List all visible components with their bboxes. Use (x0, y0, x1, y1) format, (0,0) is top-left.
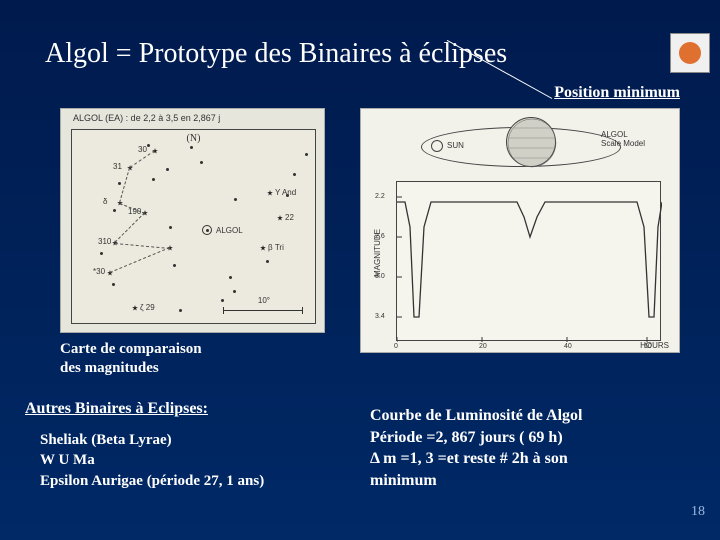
background-star (169, 226, 172, 229)
background-star (305, 153, 308, 156)
x-tick-label: 0 (394, 343, 398, 350)
companion-disk (506, 117, 556, 167)
page-number: 18 (691, 504, 705, 520)
star-label: *30 (93, 267, 105, 276)
star-marker (260, 245, 266, 251)
background-star (221, 299, 224, 302)
others-list: Sheliak (Beta Lyrae) W U Ma Epsilon Auri… (40, 430, 264, 491)
right-caption: Courbe de Luminosité de Algol Période =2… (370, 405, 680, 491)
background-star (113, 209, 116, 212)
star-label: 30 (138, 145, 147, 154)
algol-marker (202, 225, 212, 235)
slide-title: Algol = Prototype des Binaires à éclipse… (45, 38, 507, 70)
x-tick-label: 40 (564, 343, 572, 350)
x-axis-label: HOURS (640, 341, 669, 350)
algol-scale-label: ALGOL Scale Model (601, 131, 645, 149)
left-caption: Carte de comparaison des magnitudes (60, 340, 202, 378)
sun-label: SUN (447, 141, 464, 150)
background-star (200, 161, 203, 164)
y-tick-label: 2.2 (375, 193, 385, 200)
north-label: (N) (187, 133, 201, 144)
background-star (173, 264, 176, 267)
lightcurve-plot: 2.22.63.03.4 0204060 (396, 181, 661, 341)
background-star (293, 173, 296, 176)
background-star (190, 146, 193, 149)
algol-label: ALGOL (216, 226, 243, 235)
constellation-line (115, 243, 170, 249)
background-star (147, 144, 150, 147)
star-label: ζ 29 (140, 303, 155, 312)
star-label: β Tri (268, 243, 284, 252)
background-star (229, 276, 232, 279)
star-marker (267, 190, 273, 196)
scale-bar (223, 310, 303, 311)
star-marker (132, 305, 138, 311)
sun-marker (431, 140, 443, 152)
background-star (179, 309, 182, 312)
others-heading: Autres Binaires à Eclipses: (25, 400, 208, 418)
background-star (112, 283, 115, 286)
comparison-chart-figure: ALGOL (EA) : de 2,2 à 3,5 en 2,867 j (N)… (60, 108, 325, 333)
y-tick-label: 3.4 (375, 313, 385, 320)
constellation-line (114, 212, 145, 243)
background-star (152, 178, 155, 181)
x-tick-label: 20 (479, 343, 487, 350)
star-label: 22 (285, 213, 294, 222)
background-star (266, 260, 269, 263)
background-star (118, 182, 121, 185)
star-marker (277, 215, 283, 221)
star-label: δ (103, 197, 107, 206)
position-minimum-label: Position minimum (554, 84, 680, 102)
star-label: 310 (98, 237, 111, 246)
background-star (166, 168, 169, 171)
scale-label: 10° (258, 296, 270, 305)
background-star (100, 252, 103, 255)
background-star (233, 290, 236, 293)
star-chart-box: (N) 3031δ190310*30Y And22β Triζ 29 ALGOL… (71, 129, 316, 324)
logo-icon (679, 42, 701, 64)
constellation-line (119, 168, 130, 203)
slide-logo (670, 33, 710, 73)
star-label: 31 (113, 162, 122, 171)
lightcurve-figure: SUN ALGOL Scale Model 2.22.63.03.4 02040… (360, 108, 680, 353)
y-axis-label: MAGNITUDE (373, 229, 382, 277)
constellation-line (110, 247, 170, 273)
background-star (234, 198, 237, 201)
left-fig-header: ALGOL (EA) : de 2,2 à 3,5 en 2,867 j (73, 113, 220, 123)
